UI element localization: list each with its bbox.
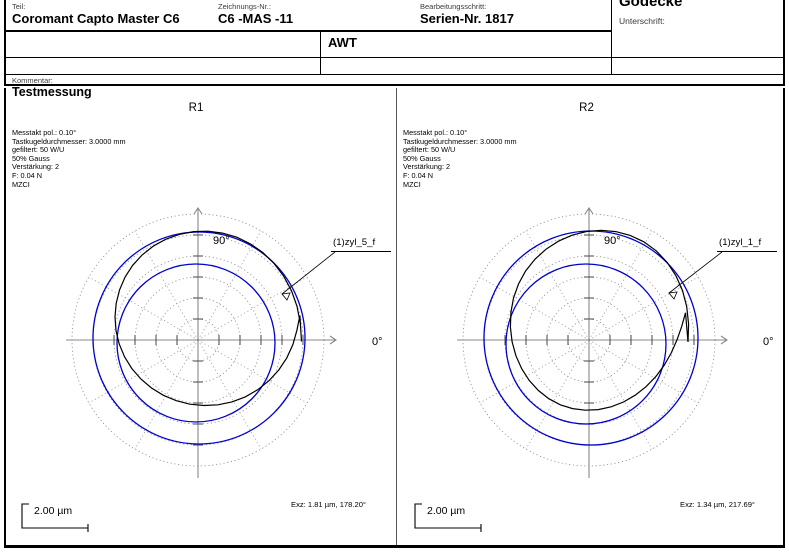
param-gauss: 50% Gauss [403, 153, 441, 163]
field-bearbeitungsschritt-label: Bearbeitungsschritt: [420, 2, 487, 11]
envelope-circles-r2 [483, 230, 699, 446]
param-method: MZCI [12, 179, 30, 189]
param-force: F: 0.04 N [403, 170, 434, 180]
callout-underline-r1 [331, 251, 391, 252]
header-hrule-1 [4, 30, 611, 32]
polar-plot-r1 [66, 207, 337, 478]
header-frame [4, 0, 785, 86]
param-tastkugeldurchmesser: Tastkugeldurchmesser: 3.0000 mm [12, 136, 126, 146]
comment-block: Kommentar: Testmessung [12, 76, 92, 100]
param-tastkugeldurchmesser: Tastkugeldurchmesser: 3.0000 mm [403, 136, 517, 146]
param-force: F: 0.04 N [12, 170, 43, 180]
signature-label: Unterschrift: [619, 16, 665, 26]
comment-label: Kommentar: [12, 76, 53, 85]
field-teil: Teil: Coromant Capto Master C6 [12, 2, 180, 26]
field-teil-value: Coromant Capto Master C6 [12, 11, 180, 26]
panel-r2: R2 Messtakt pol.: 0.10° Tastkugeldurchme… [396, 88, 786, 545]
axis-label-90-r1: 90° [213, 235, 230, 247]
brand-block: Godecke Unterschrift: [619, 0, 682, 26]
header-vrule-right [611, 0, 612, 74]
callout-label-r1: (1)zyl_5_f [333, 237, 376, 248]
field-zeichnungs-nr: Zeichnungs-Nr.: C6 -MAS -11 [218, 2, 293, 26]
param-gauss: 50% Gauss [12, 153, 50, 163]
scale-bar-label-r2: 2.00 µm [427, 505, 466, 517]
scale-bar-glyph-r2 [414, 503, 482, 532]
axis-label-90-r2: 90° [604, 235, 621, 247]
param-gefiltert: gefiltert: 50 W/U [403, 145, 456, 155]
axis-arrow-r1 [193, 207, 337, 345]
header-table: Teil: Coromant Capto Master C6 Zeichnung… [0, 0, 789, 99]
field-bearbeitungsschritt: Bearbeitungsschritt: Serien-Nr. 1817 [420, 2, 514, 26]
panel-r1-parameters: Messtakt pol.: 0.10° Tastkugeldurchmesse… [12, 128, 126, 189]
param-messtakt: Messtakt pol.: 0.10° [403, 128, 468, 137]
comment-value: Testmessung [12, 85, 92, 99]
scale-bar-r2: 2.00 µm [413, 500, 489, 534]
roundness-trace-r1 [114, 230, 303, 407]
panel-r2-title: R2 [579, 102, 594, 114]
polar-axis-ticks-r1 [92, 234, 304, 446]
callout-underline-r2 [717, 251, 777, 252]
brand-name: Godecke [619, 0, 683, 10]
polar-axes-r1 [66, 208, 336, 478]
param-method: MZCI [403, 179, 421, 189]
field-zeichnungs-nr-label: Zeichnungs-Nr.: [218, 2, 271, 11]
header-vrule-mid [320, 31, 321, 74]
callout-label-r2: (1)zyl_1_f [719, 237, 762, 248]
panel-r1-title: R1 [188, 102, 204, 114]
scale-bar-label-r1: 2.00 µm [34, 505, 73, 517]
param-verstaerkung: Verstärkung: 2 [403, 162, 451, 172]
axis-label-0-r1: 0° [372, 336, 383, 348]
field-teil-label: Teil: [12, 2, 26, 11]
field-bearbeitungsschritt-value: Serien-Nr. 1817 [420, 11, 514, 26]
header-hrule-3 [4, 74, 785, 75]
axis-arrow-r2 [584, 207, 728, 345]
chart-panels: R1 Messtakt pol.: 0.10° Tastkugeldurchme… [4, 88, 785, 548]
param-verstaerkung: Verstärkung: 2 [12, 162, 60, 172]
envelope-circles-r1 [92, 231, 306, 445]
eccentricity-readout-r1: Exz: 1.81 µm, 178.20° [291, 500, 366, 509]
param-gefiltert: gefiltert: 50 W/U [12, 145, 65, 155]
scale-bar-glyph-r1 [21, 503, 89, 532]
polar-axes-r2 [457, 208, 727, 478]
panel-r1: R1 Messtakt pol.: 0.10° Tastkugeldurchme… [6, 88, 396, 545]
callout-leader-r2 [668, 251, 723, 300]
callout-leader-r1 [281, 251, 336, 301]
polar-plot-r2 [457, 207, 728, 478]
roundness-trace-r2 [509, 229, 690, 411]
eccentricity-readout-r2: Exz: 1.34 µm, 217.69° [680, 500, 755, 509]
row2-middle-value: AWT [328, 35, 357, 50]
field-zeichnungs-nr-value: C6 -MAS -11 [218, 11, 294, 26]
param-messtakt: Messtakt pol.: 0.10° [12, 128, 77, 137]
header-hrule-2 [4, 57, 785, 58]
scale-bar-r1: 2.00 µm [20, 500, 96, 534]
row2-middle-cell: AWT [328, 35, 357, 50]
panel-r2-parameters: Messtakt pol.: 0.10° Tastkugeldurchmesse… [403, 128, 517, 189]
axis-label-0-r2: 0° [763, 336, 774, 348]
